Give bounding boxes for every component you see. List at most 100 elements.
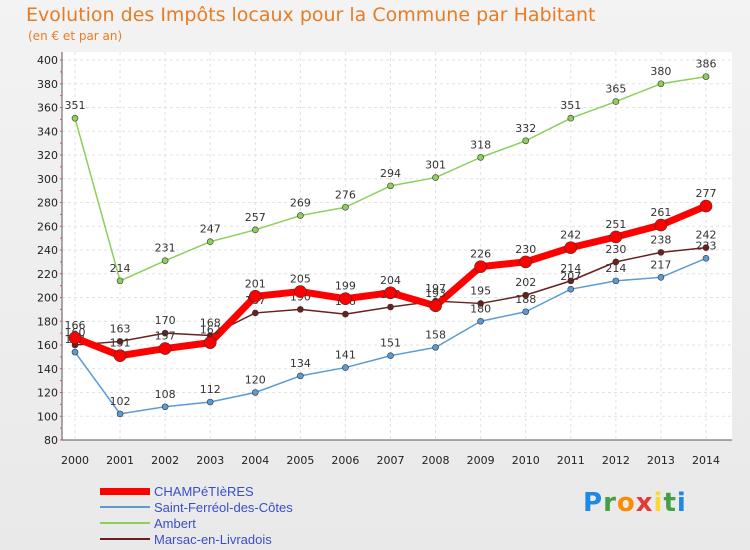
y-tick-label: 340 (37, 125, 58, 138)
x-tick-label: 2012 (602, 454, 630, 467)
data-label-ambert: 380 (650, 65, 671, 78)
proxiti-logo: Proxiti (583, 488, 687, 518)
x-tick-label: 2010 (512, 454, 540, 467)
point-ambert (522, 137, 530, 145)
data-label-ambert: 257 (245, 211, 266, 224)
x-tick-label: 2005 (286, 454, 314, 467)
point-ambert (71, 114, 79, 122)
point-marsac-en-livradois (522, 291, 530, 299)
point-saint-ferr-ol-des-c-tes (657, 274, 665, 281)
point-marsac-en-livradois (116, 338, 124, 345)
plot-area (62, 52, 732, 440)
data-label-marsac-en-livradois: 230 (605, 243, 626, 256)
point-ambert (387, 182, 394, 190)
data-label-saint-ferr-ol-des-c-tes: 102 (110, 395, 131, 408)
point-marsac-en-livradois (297, 306, 304, 313)
point-champ-ti-res (519, 255, 533, 269)
legend-label: Marsac-en-Livradois (154, 531, 272, 547)
point-saint-ferr-ol-des-c-tes (161, 403, 169, 411)
y-tick-label: 120 (37, 387, 58, 400)
data-label-ambert: 301 (425, 159, 446, 172)
data-label-champ-ti-res: 193 (425, 287, 446, 300)
point-saint-ferr-ol-des-c-tes (297, 372, 304, 380)
y-tick-label: 360 (37, 102, 58, 115)
data-label-champ-ti-res: 157 (155, 330, 176, 343)
point-champ-ti-res (564, 241, 578, 254)
data-label-saint-ferr-ol-des-c-tes: 207 (560, 270, 581, 283)
point-champ-ti-res (203, 336, 217, 349)
legend-swatch (100, 522, 150, 524)
data-label-ambert: 365 (605, 83, 626, 96)
point-saint-ferr-ol-des-c-tes (342, 364, 349, 371)
legend-swatch (100, 506, 150, 508)
point-champ-ti-res (158, 342, 172, 355)
point-ambert (342, 203, 349, 211)
data-label-marsac-en-livradois: 238 (650, 233, 671, 246)
point-ambert (116, 277, 124, 285)
data-label-saint-ferr-ol-des-c-tes: 112 (200, 383, 221, 396)
point-ambert (702, 73, 710, 80)
point-ambert (477, 154, 484, 161)
point-ambert (161, 257, 169, 264)
legend-item-saint-ferr-ol-des-c-tes: Saint-Ferréol-des-Côtes (100, 499, 293, 515)
point-saint-ferr-ol-des-c-tes (206, 398, 214, 406)
data-label-ambert: 294 (380, 167, 401, 180)
point-marsac-en-livradois (387, 303, 394, 311)
x-tick-label: 2000 (61, 454, 89, 467)
logo-letter: x (635, 488, 654, 518)
data-label-champ-ti-res: 242 (560, 229, 581, 242)
point-marsac-en-livradois (342, 310, 349, 318)
logo-letter: o (616, 488, 636, 518)
y-tick-label: 180 (37, 315, 58, 328)
data-label-ambert: 351 (65, 99, 86, 112)
x-tick-label: 2014 (692, 454, 720, 467)
x-tick-label: 2003 (196, 454, 224, 467)
y-tick-label: 380 (37, 78, 58, 91)
data-label-ambert: 318 (470, 138, 491, 151)
point-marsac-en-livradois (612, 258, 620, 266)
point-saint-ferr-ol-des-c-tes (432, 344, 439, 351)
legend-label: Ambert (154, 515, 196, 531)
x-tick-label: 2011 (557, 454, 585, 467)
data-label-marsac-en-livradois: 197 (425, 282, 446, 295)
point-champ-ti-res (68, 331, 82, 345)
logo-letter: i (653, 488, 664, 518)
data-label-marsac-en-livradois: 168 (200, 317, 221, 330)
x-tick-label: 2008 (422, 454, 450, 467)
data-label-saint-ferr-ol-des-c-tes: 217 (650, 258, 671, 271)
data-label-marsac-en-livradois: 202 (515, 276, 536, 289)
y-tick-label: 320 (37, 149, 58, 162)
x-tick-label: 2006 (331, 454, 359, 467)
data-label-saint-ferr-ol-des-c-tes: 134 (290, 357, 311, 370)
y-tick-label: 400 (37, 54, 58, 67)
point-champ-ti-res (248, 290, 262, 303)
point-champ-ti-res (654, 218, 668, 232)
point-champ-ti-res (699, 199, 713, 213)
y-tick-label: 100 (37, 410, 58, 423)
legend-label: CHAMPéTIèRES (154, 483, 254, 499)
data-label-champ-ti-res: 199 (335, 280, 356, 293)
data-label-ambert: 214 (110, 262, 131, 275)
logo-letter: t (663, 488, 677, 518)
y-tick-label: 80 (44, 434, 58, 447)
point-ambert (612, 98, 620, 105)
point-marsac-en-livradois (567, 277, 575, 285)
data-label-champ-ti-res: 277 (696, 187, 717, 200)
data-label-champ-ti-res: 261 (650, 206, 671, 219)
point-champ-ti-res (474, 260, 487, 273)
y-tick-label: 220 (37, 268, 58, 281)
legend-item-champ-ti-res: CHAMPéTIèRES (100, 483, 293, 499)
legend-item-marsac-en-livradois: Marsac-en-Livradois (100, 531, 293, 547)
data-label-ambert: 351 (560, 99, 581, 112)
data-label-champ-ti-res: 151 (110, 337, 131, 350)
data-label-ambert: 332 (515, 122, 536, 135)
legend: CHAMPéTIèRES Saint-Ferréol-des-Côtes Amber… (100, 483, 293, 547)
y-tick-label: 300 (37, 173, 58, 186)
point-marsac-en-livradois (657, 249, 665, 256)
point-saint-ferr-ol-des-c-tes (71, 348, 79, 356)
data-label-marsac-en-livradois: 170 (155, 314, 176, 327)
y-tick-label: 280 (37, 197, 58, 210)
point-ambert (206, 238, 214, 245)
data-label-ambert: 247 (200, 223, 221, 236)
point-ambert (657, 80, 665, 88)
